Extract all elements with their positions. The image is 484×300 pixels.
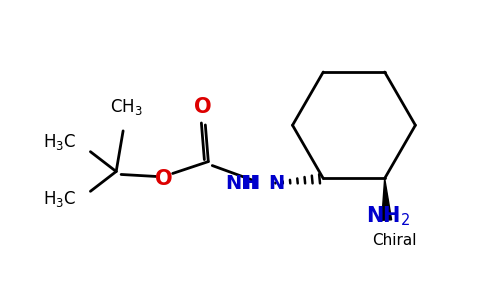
Text: O: O bbox=[194, 97, 211, 117]
Text: H$_3$C: H$_3$C bbox=[44, 132, 76, 152]
Text: CH$_3$: CH$_3$ bbox=[110, 97, 142, 117]
Text: NH$_2$: NH$_2$ bbox=[366, 204, 411, 228]
Text: N: N bbox=[268, 174, 284, 193]
Text: H: H bbox=[243, 174, 260, 193]
Text: O: O bbox=[155, 169, 172, 189]
Text: H$_3$C: H$_3$C bbox=[44, 189, 76, 209]
Text: NH: NH bbox=[226, 174, 258, 193]
Polygon shape bbox=[382, 178, 392, 220]
Text: Chiral: Chiral bbox=[372, 233, 417, 248]
